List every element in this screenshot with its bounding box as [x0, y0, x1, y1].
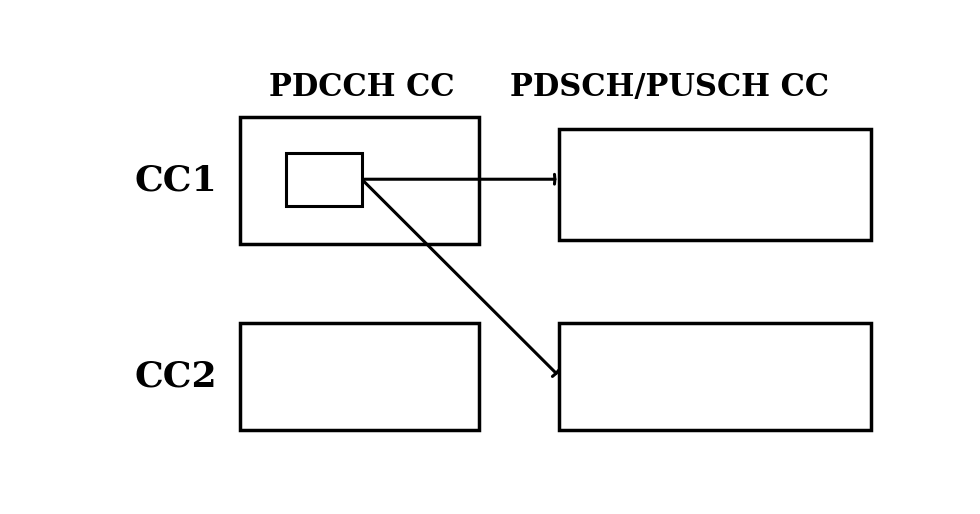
Text: PDSCH/PUSCH CC: PDSCH/PUSCH CC: [510, 72, 829, 103]
Text: PDCCH CC: PDCCH CC: [269, 72, 455, 103]
Text: CC2: CC2: [134, 359, 217, 393]
Bar: [560, 323, 870, 430]
Text: CC1: CC1: [134, 163, 217, 197]
Bar: [286, 153, 362, 206]
Bar: [240, 117, 479, 244]
Bar: [560, 129, 870, 240]
Bar: [240, 323, 479, 430]
